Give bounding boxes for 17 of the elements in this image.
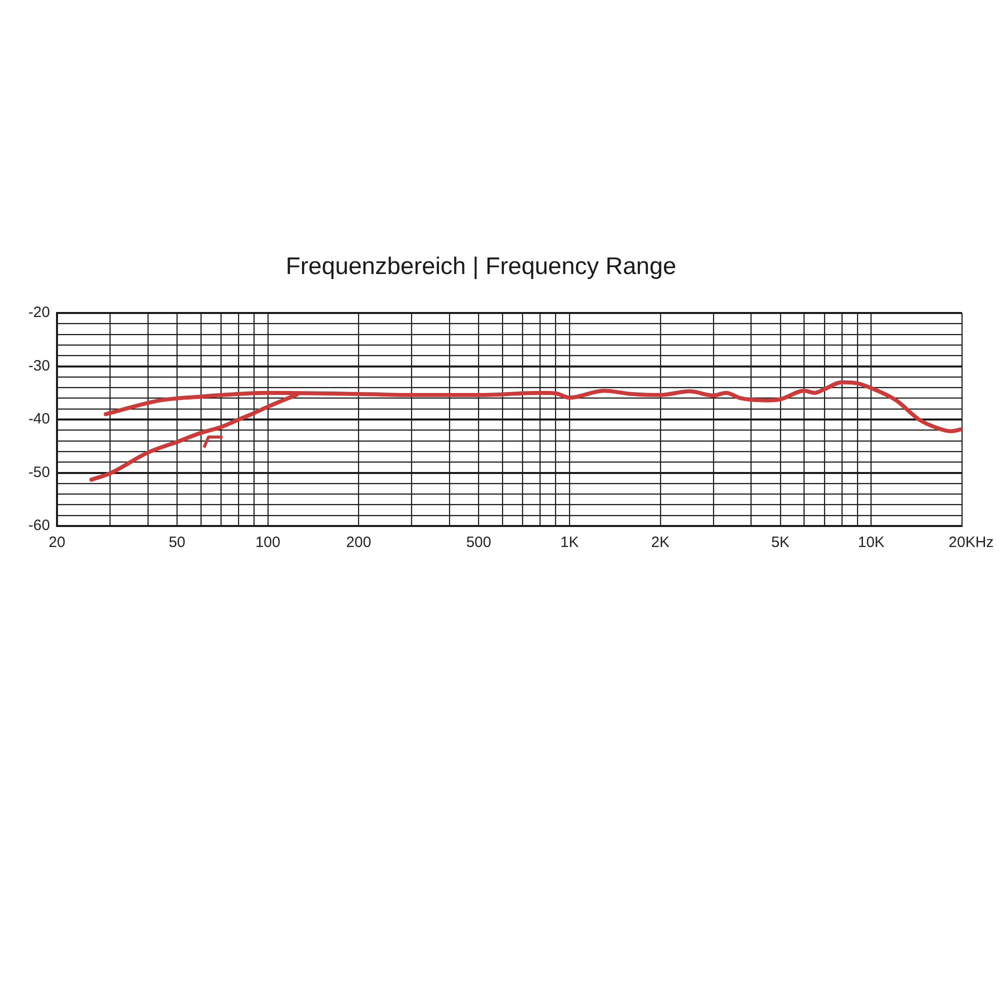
y-tick-label: -20 — [28, 304, 50, 322]
x-tick-label: 10K — [858, 534, 885, 552]
y-tick-label: -40 — [28, 410, 50, 428]
chart-title: Frequenzbereich | Frequency Range — [286, 253, 676, 280]
x-tick-label: 50 — [168, 534, 186, 552]
x-tick-label: 200 — [346, 534, 372, 552]
y-tick-label: -50 — [28, 464, 50, 481]
y-tick-label: -60 — [28, 517, 50, 534]
x-tick-label: 500 — [466, 534, 492, 552]
x-tick-label: 1K — [560, 534, 579, 552]
x-axis-title: Hz — [975, 534, 994, 551]
y-tick-label: -30 — [28, 357, 50, 374]
x-tick-label: 2K — [651, 534, 670, 552]
x-tick-label: 20 — [48, 534, 66, 552]
x-tick-label: 100 — [255, 534, 280, 552]
x-tick-label: 20K — [948, 534, 976, 552]
x-tick-label: 5K — [771, 534, 790, 552]
